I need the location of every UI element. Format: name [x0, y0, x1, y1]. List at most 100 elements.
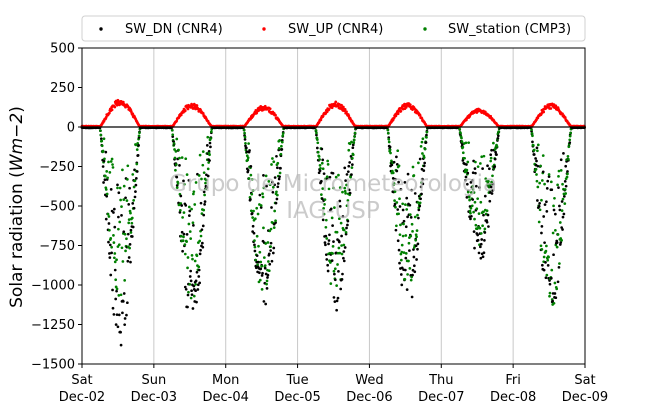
- station-point: [404, 252, 408, 255]
- station-point: [171, 133, 175, 137]
- sw-dn-point: [123, 323, 127, 327]
- sw-dn-point: [545, 187, 549, 190]
- station-point: [267, 180, 271, 183]
- station-point: [319, 167, 322, 170]
- sw-dn-point: [543, 203, 547, 206]
- sw-dn-point: [341, 215, 345, 218]
- sw-dn-point: [127, 256, 131, 259]
- sw-dn-point: [543, 241, 546, 245]
- sw-dn-point: [486, 164, 489, 168]
- station-point: [556, 183, 559, 187]
- sw-dn-point: [249, 165, 253, 168]
- sw-dn-point: [342, 256, 345, 260]
- station-point: [182, 235, 185, 239]
- station-point: [417, 161, 420, 165]
- sw-dn-point: [124, 196, 127, 200]
- station-point: [138, 131, 141, 135]
- station-point: [174, 168, 177, 172]
- sw-dn-point: [324, 243, 327, 247]
- station-point: [132, 185, 136, 189]
- station-point: [116, 186, 119, 190]
- station-point: [257, 244, 260, 248]
- station-point: [421, 137, 425, 141]
- station-point: [345, 204, 349, 208]
- sw-dn-point: [399, 273, 403, 276]
- station-point: [485, 209, 489, 213]
- y-tick-label: −1250: [31, 318, 75, 333]
- sw-dn-point: [126, 259, 130, 263]
- station-point: [558, 221, 562, 224]
- sw-dn-point: [401, 208, 405, 212]
- sw-dn-point: [476, 238, 480, 242]
- station-point: [189, 296, 193, 300]
- station-point: [563, 188, 567, 191]
- station-point: [126, 178, 129, 181]
- station-point: [202, 208, 206, 212]
- sw-dn-point: [182, 179, 185, 183]
- station-point: [468, 198, 471, 202]
- station-point: [338, 186, 342, 189]
- station-point: [130, 221, 134, 225]
- station-point: [182, 211, 186, 214]
- x-tick-label-day: Tue: [285, 373, 308, 388]
- station-point: [532, 143, 535, 147]
- station-point: [179, 208, 182, 212]
- sw-dn-point: [338, 199, 342, 203]
- station-point: [467, 141, 471, 145]
- station-point: [111, 166, 115, 169]
- station-point: [556, 233, 560, 236]
- sw-dn-point: [115, 313, 119, 317]
- sw-dn-point: [112, 207, 116, 211]
- sw-dn-point: [249, 198, 252, 201]
- sw-up-point: [186, 107, 190, 111]
- sw-dn-point: [244, 144, 247, 148]
- station-point: [178, 156, 181, 160]
- station-point: [320, 193, 323, 196]
- sw-dn-point: [187, 214, 191, 217]
- sw-up-point: [113, 105, 117, 109]
- x-tick-label-day: Sat: [574, 373, 595, 388]
- sw-dn-point: [396, 208, 400, 211]
- station-point: [201, 163, 205, 167]
- station-point: [270, 163, 273, 166]
- sw-up-point: [343, 108, 347, 111]
- sw-dn-point: [194, 279, 198, 283]
- sw-dn-point: [129, 228, 133, 232]
- station-point: [406, 273, 409, 276]
- sw-dn-point: [409, 216, 413, 219]
- station-point: [350, 140, 353, 144]
- station-point: [340, 252, 344, 256]
- sw-up-point: [131, 112, 135, 116]
- station-point: [123, 232, 127, 236]
- sw-dn-point: [542, 215, 546, 218]
- station-point: [127, 218, 131, 221]
- sw-dn-point: [397, 180, 400, 184]
- sw-dn-point: [560, 200, 564, 203]
- sw-dn-point: [259, 267, 263, 271]
- sw-dn-point: [258, 193, 262, 197]
- station-point: [280, 140, 284, 144]
- sw-dn-point: [109, 273, 113, 277]
- sw-dn-point: [406, 172, 410, 176]
- sw-dn-point: [121, 311, 124, 315]
- sw-dn-point: [408, 249, 411, 252]
- station-point: [326, 159, 330, 163]
- y-tick-label: 0: [67, 121, 75, 136]
- sw-dn-point: [394, 228, 398, 232]
- station-point: [105, 170, 109, 173]
- station-point: [187, 290, 190, 294]
- station-point: [246, 158, 250, 162]
- station-point: [408, 266, 412, 270]
- station-point: [265, 279, 269, 283]
- sw-dn-point: [136, 154, 140, 157]
- station-point: [194, 283, 197, 286]
- station-point: [547, 173, 551, 176]
- station-point: [261, 192, 264, 196]
- sw-dn-point: [405, 196, 409, 200]
- station-point: [119, 198, 122, 202]
- sw-dn-point: [465, 163, 468, 166]
- station-point: [471, 185, 475, 188]
- sw-dn-point: [481, 255, 485, 259]
- station-point: [192, 190, 196, 194]
- sw-dn-point: [251, 224, 255, 228]
